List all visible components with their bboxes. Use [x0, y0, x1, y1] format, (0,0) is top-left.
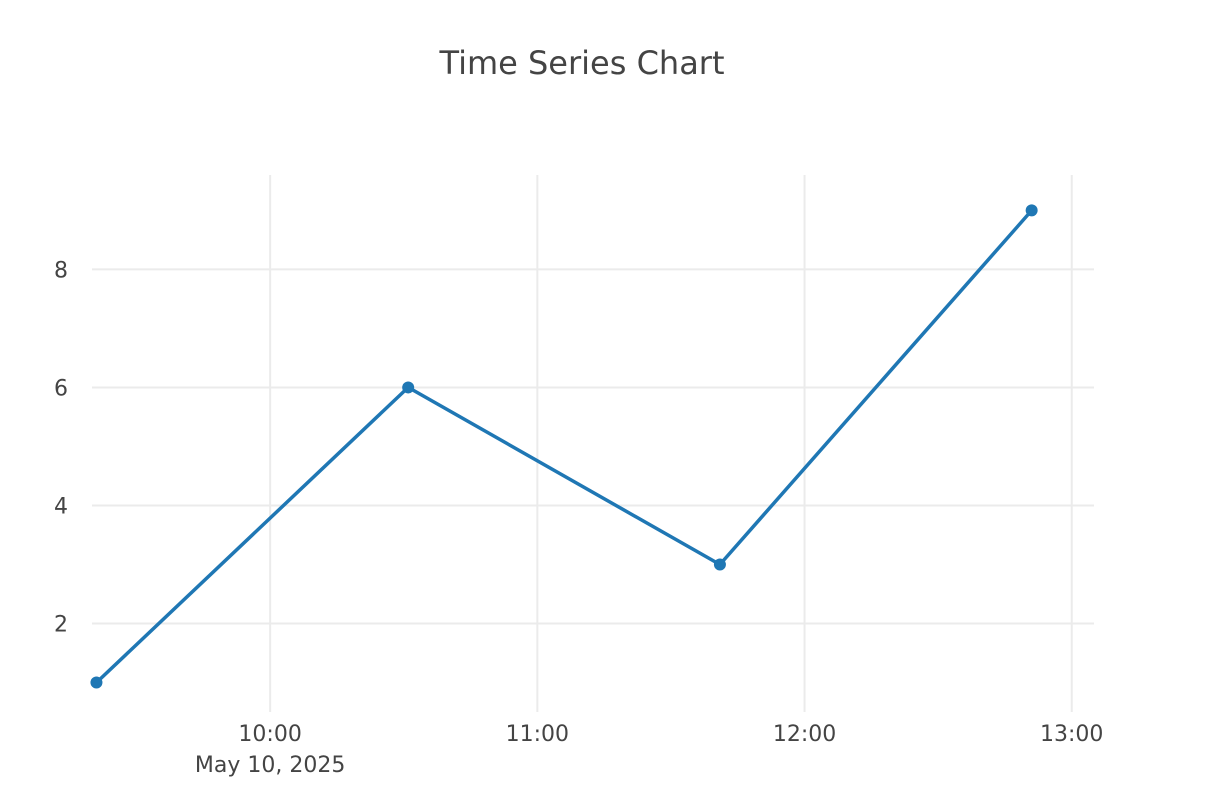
data-point[interactable]: [402, 381, 415, 394]
x-tick-label: 11:00: [506, 722, 569, 747]
series-line: [94, 208, 1034, 685]
grid-layer: [92, 175, 1094, 712]
y-tick-label: 8: [54, 258, 68, 283]
x-date-label: May 10, 2025: [195, 753, 345, 778]
series-layer: [90, 204, 1038, 689]
data-point[interactable]: [1025, 204, 1038, 217]
tick-layer: 10:00 11:00 12:00 13:00 May 10, 2025 2 4 6 8: [54, 258, 1103, 778]
x-tick-label: 10:00: [238, 722, 301, 747]
data-point[interactable]: [713, 558, 726, 571]
x-tick-label: 13:00: [1040, 722, 1103, 747]
data-point[interactable]: [90, 676, 103, 689]
y-tick-label: 6: [54, 376, 68, 401]
chart-title: Time Series Chart: [439, 44, 725, 82]
y-tick-label: 4: [54, 494, 68, 519]
y-tick-label: 2: [54, 612, 68, 637]
x-tick-label: 12:00: [773, 722, 836, 747]
